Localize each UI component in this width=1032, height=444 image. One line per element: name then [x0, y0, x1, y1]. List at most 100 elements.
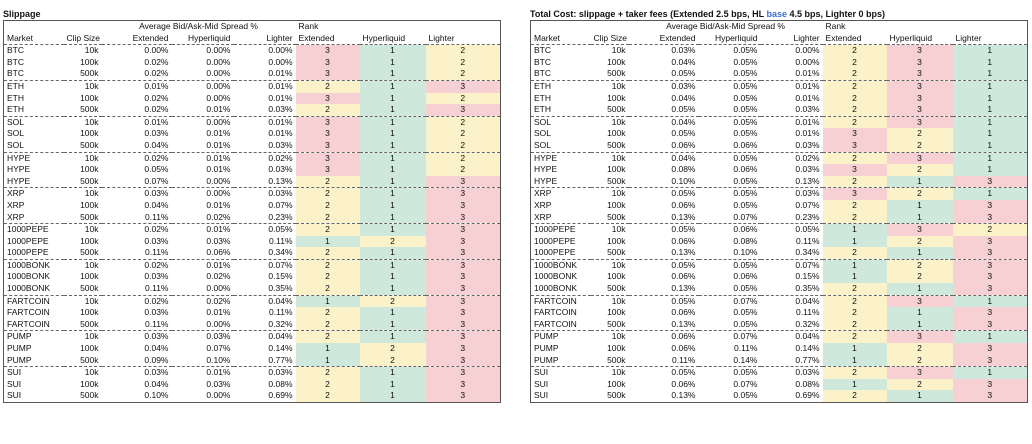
spread-cell: 0.05% — [733, 175, 758, 186]
spread-cell: 0.02% — [144, 92, 169, 103]
rank-cell: 2 — [822, 307, 887, 319]
spread-cell: 0.07% — [733, 211, 758, 222]
spread-cell: 0.35% — [795, 283, 820, 294]
table-row: ETH 500k 0.02% 0.01% 0.03% 2 1 3 — [4, 104, 501, 117]
table-row: XRP 100k 0.06% 0.05% 0.07% 2 1 3 — [531, 199, 1028, 212]
spread-cell: 0.03% — [268, 104, 293, 115]
clip-size-cell: 10k — [63, 44, 102, 57]
spread-cell: 0.03% — [268, 164, 293, 175]
rank-cell: 1 — [359, 79, 426, 93]
rank-cell: 1 — [886, 199, 953, 212]
spread-cell: 0.14% — [733, 354, 758, 365]
spread-cell: 0.08% — [671, 164, 696, 175]
spread-cell: 0.02% — [144, 56, 169, 67]
table-row: BTC 500k 0.02% 0.00% 0.01% 3 1 2 — [4, 68, 501, 81]
rank-cell: 1 — [359, 44, 426, 57]
spread-cell: 0.32% — [268, 318, 293, 329]
rank-cell: 2 — [295, 223, 360, 236]
spread-cell: 0.03% — [144, 235, 169, 246]
spread-cell: 0.01% — [795, 92, 820, 103]
rank-cell: 1 — [295, 343, 360, 355]
clip-size-cell: 100k — [607, 271, 626, 282]
rank-cell: 2 — [886, 187, 953, 200]
market-cell: 1000PEPE — [7, 235, 49, 246]
market-cell: ETH — [534, 92, 551, 103]
rank-cell: 2 — [822, 318, 887, 331]
rank-cell: 1 — [886, 318, 953, 331]
rank-cell: 3 — [295, 68, 360, 81]
clip-size-cell: 500k — [607, 354, 626, 365]
rank-cell: 2 — [822, 366, 887, 379]
spread-cell: 0.11% — [145, 211, 169, 222]
spread-cell: 0.03% — [101, 187, 172, 200]
rank-cell: 1 — [359, 211, 426, 224]
extended-rank-header: Extended — [825, 32, 862, 43]
rank-cell: 3 — [886, 104, 953, 117]
spread-cell: 0.01% — [795, 68, 820, 79]
market-cell: SUI — [3, 366, 64, 379]
market-cell: SOL — [534, 139, 552, 150]
spread-cell: 0.32% — [795, 318, 820, 329]
rank-cell: 3 — [952, 211, 1028, 224]
clip-size-cell: 100k — [607, 343, 626, 354]
clip-size-cell: 100k — [607, 235, 626, 246]
rank-cell: 2 — [822, 283, 887, 296]
spread-cell: 0.03% — [628, 79, 699, 93]
blank-cell — [531, 21, 591, 33]
market-cell: 1000PEPE — [530, 223, 591, 236]
spread-cell: 0.05% — [733, 199, 758, 210]
rank-cell: 1 — [359, 175, 426, 188]
spread-cell: 0.03% — [101, 366, 172, 379]
rank-cell: 1 — [359, 247, 426, 260]
spread-cell: 0.07% — [795, 199, 820, 210]
rank-cell: 2 — [425, 151, 501, 165]
rank-cell: 2 — [295, 283, 360, 296]
table-row: SOL 100k 0.03% 0.01% 0.01% 3 1 2 — [4, 128, 501, 140]
spread-cell: 0.11% — [269, 307, 293, 318]
rank-cell: 1 — [952, 79, 1028, 93]
spread-cell: 0.09% — [144, 354, 169, 365]
rank-cell: 1 — [359, 56, 426, 69]
spread-cell: 0.23% — [268, 211, 293, 222]
spread-cell: 0.05% — [698, 79, 761, 93]
clip-size-cell: 500k — [607, 139, 626, 150]
table-row: 1000BONK 100k 0.03% 0.02% 0.15% 2 1 3 — [4, 271, 501, 284]
rank-cell: 1 — [359, 151, 426, 165]
rank-cell: 3 — [425, 258, 501, 272]
spread-cell: 0.00% — [206, 318, 231, 329]
rank-cell: 1 — [359, 271, 426, 284]
clip-size-cell: 500k — [607, 104, 626, 115]
market-cell: SOL — [3, 115, 64, 129]
spread-cell: 0.04% — [233, 294, 296, 308]
market-cell: ETH — [534, 104, 551, 115]
spread-cell: 0.03% — [144, 271, 169, 282]
spread-cell: 0.10% — [144, 390, 169, 401]
market-cell: BTC — [534, 56, 551, 67]
market-cell: HYPE — [7, 164, 31, 175]
spread-cell: 0.08% — [268, 378, 293, 389]
rank-cell: 2 — [822, 104, 887, 117]
rank-cell: 1 — [952, 44, 1028, 57]
spread-cell: 0.04% — [144, 343, 169, 354]
spread-cell: 0.02% — [101, 258, 172, 272]
rank-cell: 2 — [822, 390, 887, 403]
panel-title: Slippage — [3, 9, 41, 19]
table-row: XRP 10k 0.03% 0.00% 0.03% 2 1 3 — [3, 187, 501, 200]
rank-cell: 3 — [886, 294, 953, 308]
market-cell: HYPE — [534, 164, 558, 175]
table-row: 1000PEPE 10k 0.05% 0.06% 0.05% 1 3 2 — [530, 223, 1028, 236]
rank-cell: 2 — [425, 44, 501, 57]
rank-cell: 3 — [952, 354, 1028, 367]
clip-size-cell: 10k — [63, 258, 102, 272]
clip-size-cell: 10k — [63, 151, 102, 165]
clip-size-cell: 500k — [80, 211, 99, 222]
rank-cell: 3 — [425, 378, 501, 391]
spread-cell: 0.07% — [733, 378, 758, 389]
spread-cell: 0.00% — [268, 56, 293, 67]
spread-cell: 0.00% — [206, 175, 231, 186]
rank-cell: 1 — [886, 283, 953, 296]
rank-cell: 1 — [952, 92, 1028, 105]
spread-cell: 0.03% — [760, 366, 823, 379]
spread-cell: 0.01% — [206, 104, 231, 115]
spread-cell: 0.34% — [268, 247, 293, 258]
